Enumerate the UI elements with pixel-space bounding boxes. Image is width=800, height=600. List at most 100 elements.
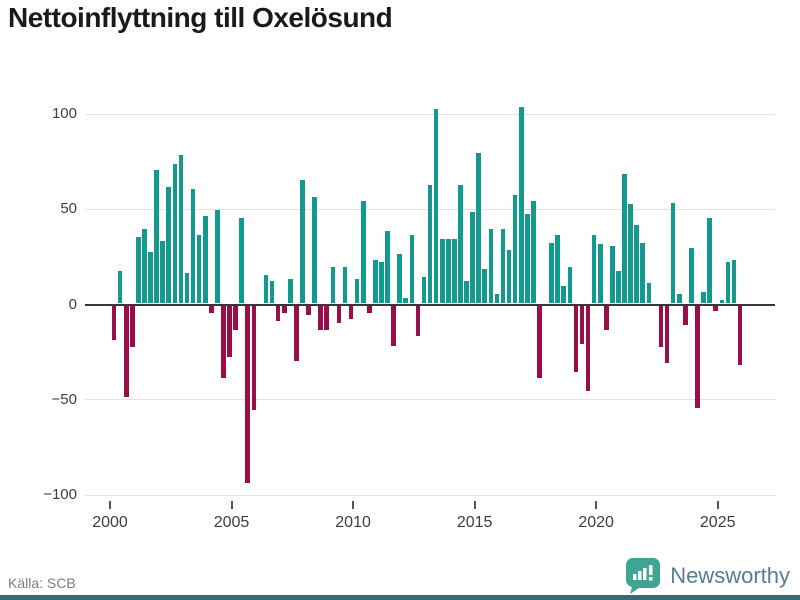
positive-bar xyxy=(288,278,293,304)
negative-bar xyxy=(336,305,342,323)
positive-bar xyxy=(397,253,402,304)
positive-bar xyxy=(190,189,196,304)
positive-bar xyxy=(439,238,445,304)
positive-bar xyxy=(707,217,712,304)
positive-bar xyxy=(166,187,172,304)
negative-bar xyxy=(658,305,664,348)
positive-bar xyxy=(567,267,573,304)
negative-bar xyxy=(683,305,688,325)
x-axis-label: 2010 xyxy=(335,514,371,531)
positive-bar xyxy=(610,246,615,304)
positive-bar xyxy=(312,196,317,304)
positive-bar xyxy=(597,244,603,304)
y-axis-label: −100 xyxy=(43,486,77,503)
positive-bar xyxy=(142,229,147,304)
negative-bar xyxy=(585,305,591,392)
positive-bar xyxy=(269,280,275,304)
positive-bar xyxy=(646,282,652,304)
negative-bar xyxy=(415,305,421,336)
negative-bar xyxy=(604,305,609,331)
positive-bar xyxy=(239,217,244,304)
positive-bar xyxy=(160,240,165,304)
negative-bar xyxy=(573,305,579,373)
positive-bar xyxy=(525,213,530,304)
positive-bar xyxy=(488,229,494,304)
positive-bar xyxy=(354,278,360,304)
negative-bar xyxy=(251,305,257,411)
negative-bar xyxy=(664,305,670,363)
positive-bar xyxy=(342,267,348,304)
positive-bar xyxy=(300,179,305,304)
positive-bar xyxy=(373,259,378,304)
negative-bar xyxy=(294,305,299,361)
newsworthy-wordmark: Newsworthy xyxy=(670,563,790,588)
x-axis-tick xyxy=(595,501,598,509)
positive-bar xyxy=(154,170,159,304)
x-axis-label: 2005 xyxy=(213,514,250,531)
positive-bar xyxy=(512,194,518,304)
chart-title: Nettoinflyttning till Oxelösund xyxy=(8,2,393,33)
negative-bar xyxy=(123,305,129,397)
positive-bar xyxy=(670,202,676,304)
positive-bar xyxy=(470,212,475,304)
negative-bar xyxy=(579,305,585,344)
positive-bar xyxy=(409,234,415,304)
positive-bar xyxy=(427,185,433,304)
positive-bar xyxy=(719,299,725,304)
x-axis-tick xyxy=(109,501,111,509)
positive-bar xyxy=(379,261,384,304)
negative-bar xyxy=(130,305,135,348)
positive-bar xyxy=(263,274,269,304)
newsworthy-logo[interactable]: Newsworthy xyxy=(626,558,790,594)
positive-bar xyxy=(330,267,336,304)
y-axis-label: 50 xyxy=(60,200,77,218)
positive-bar xyxy=(518,107,524,304)
positive-bar xyxy=(506,250,512,304)
positive-bar xyxy=(591,234,597,304)
y-axis-label: 0 xyxy=(68,295,77,313)
negative-bar xyxy=(245,305,251,483)
negative-bar xyxy=(324,305,330,331)
negative-bar xyxy=(281,305,287,314)
newsworthy-bar-chart-icon xyxy=(626,558,661,594)
positive-bar xyxy=(476,153,481,304)
y-axis-label: −50 xyxy=(51,390,77,408)
x-axis-tick xyxy=(716,501,719,509)
negative-bar xyxy=(695,305,700,409)
gridline xyxy=(85,494,775,496)
positive-bar xyxy=(172,164,178,304)
positive-bar xyxy=(676,293,682,304)
negative-bar xyxy=(111,305,117,340)
positive-bar xyxy=(421,276,427,304)
positive-bar xyxy=(640,242,646,304)
x-axis-label: 2020 xyxy=(578,514,614,531)
positive-bar xyxy=(360,200,366,304)
positive-bar xyxy=(433,109,439,304)
positive-bar xyxy=(616,271,621,304)
x-axis-label: 2000 xyxy=(92,514,128,531)
negative-bar xyxy=(537,305,542,378)
x-axis-tick xyxy=(473,501,476,509)
positive-bar xyxy=(136,236,141,304)
x-axis-tick xyxy=(230,501,233,509)
positive-bar xyxy=(178,154,184,304)
negative-bar xyxy=(367,305,372,314)
positive-bar xyxy=(549,242,554,304)
positive-bar xyxy=(452,238,457,304)
source-note: Källa: SCB xyxy=(8,575,76,591)
positive-bar xyxy=(446,238,451,304)
positive-bar xyxy=(531,200,536,304)
positive-bar xyxy=(196,234,202,304)
x-axis-label: 2025 xyxy=(699,514,736,531)
positive-bar xyxy=(500,229,506,304)
positive-bar xyxy=(634,225,640,304)
positive-bar xyxy=(148,252,153,304)
positive-bar xyxy=(215,210,220,304)
gridline xyxy=(85,113,775,115)
positive-bar xyxy=(403,297,409,304)
negative-bar xyxy=(391,305,396,346)
negative-bar xyxy=(306,305,311,316)
positive-bar xyxy=(725,261,731,304)
